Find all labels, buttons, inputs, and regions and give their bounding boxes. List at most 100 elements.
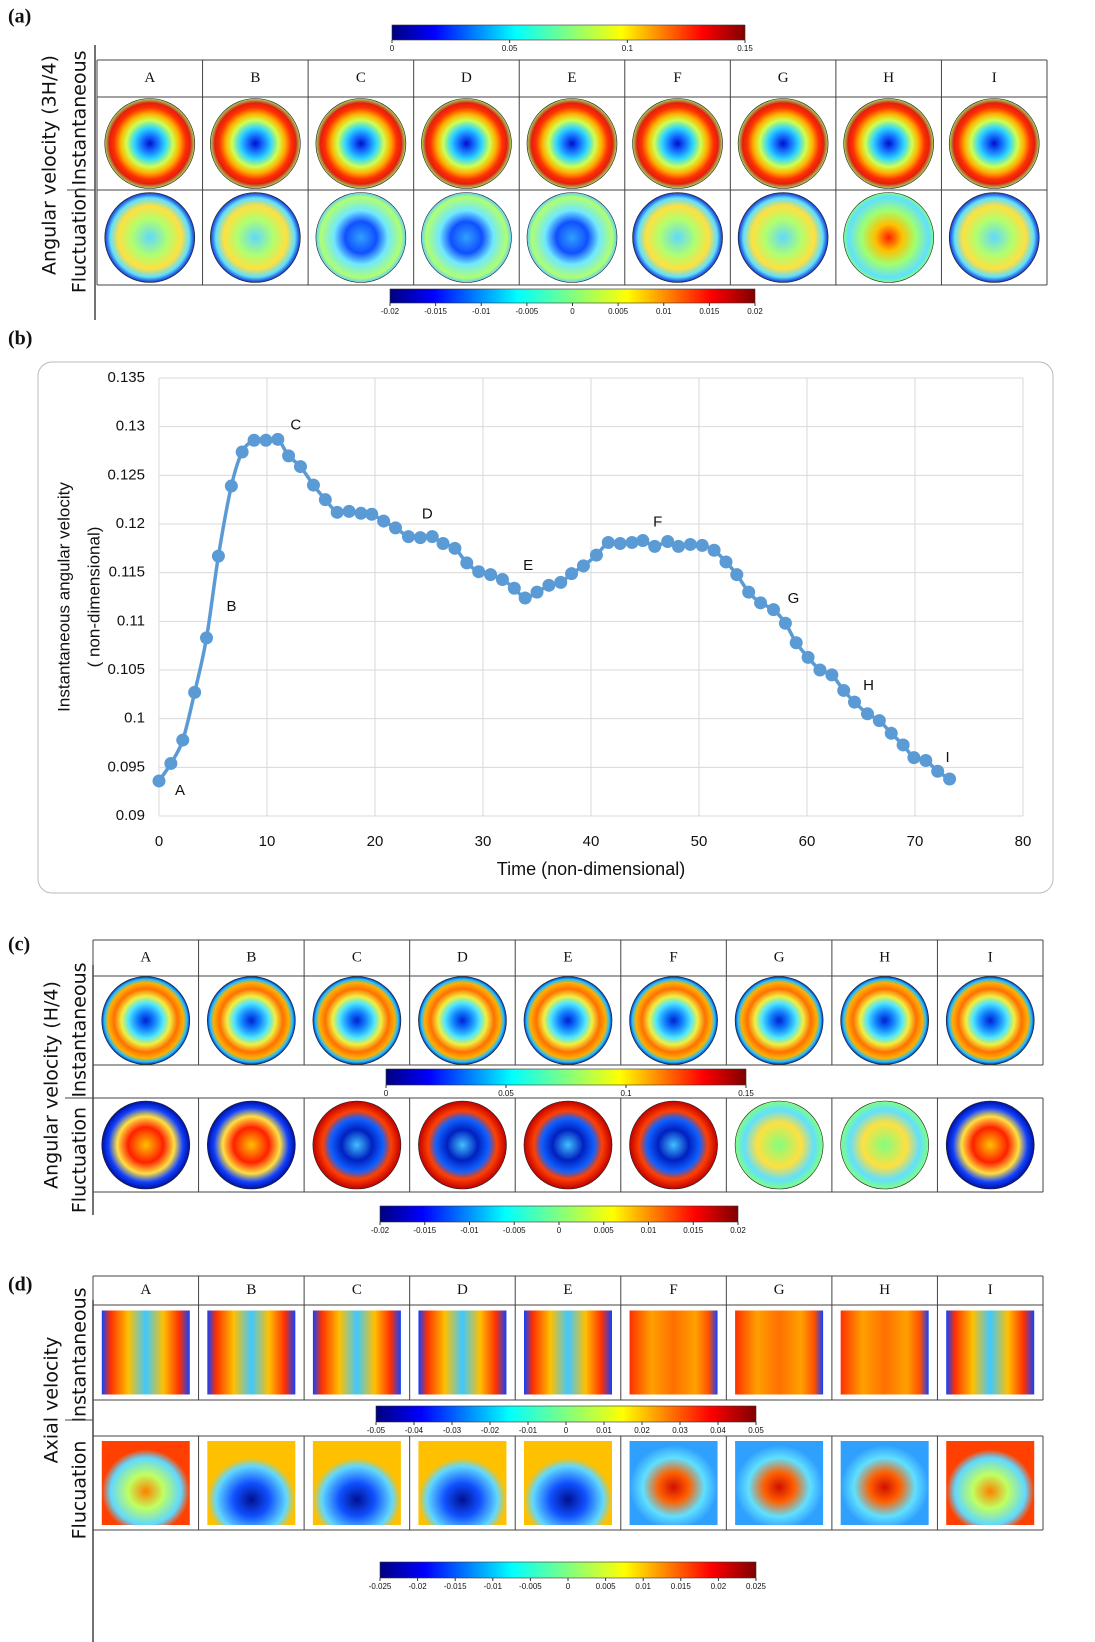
colorbar-tick-label: 0.02 xyxy=(747,307,763,316)
row-label: Instantaneous xyxy=(69,962,91,1097)
contour-map xyxy=(315,98,407,189)
column-label: I xyxy=(988,949,993,965)
row-label: Fluctuation xyxy=(69,187,91,293)
column-label: A xyxy=(144,70,155,86)
x-tick-label: 80 xyxy=(1015,833,1032,850)
contour-map xyxy=(524,1441,612,1525)
data-point xyxy=(365,507,379,521)
contour-map xyxy=(523,1100,613,1190)
contour-map xyxy=(526,192,618,283)
data-point xyxy=(271,432,285,446)
data-point xyxy=(730,568,744,582)
data-point xyxy=(188,685,202,699)
row-label: Fluctuation xyxy=(69,1107,91,1213)
contour-map xyxy=(945,976,1035,1065)
data-point xyxy=(778,616,792,630)
column-label: G xyxy=(774,1282,785,1298)
data-point xyxy=(484,568,498,582)
contour-map xyxy=(312,1441,401,1525)
contour-map xyxy=(840,1310,929,1395)
contour-map xyxy=(418,1100,507,1190)
column-label: I xyxy=(988,1282,993,1298)
contour-map xyxy=(946,1310,1035,1395)
point-annotation: B xyxy=(227,598,237,615)
y-tick-label: 0.1 xyxy=(124,710,145,727)
data-point xyxy=(919,754,933,768)
panel-title: Axial velocity xyxy=(41,1337,63,1464)
contour-map xyxy=(843,98,934,189)
column-label: D xyxy=(457,1282,468,1298)
colorbar-tick-label: 0.015 xyxy=(683,1226,704,1235)
colorbar-tick-label: 0.02 xyxy=(711,1582,727,1591)
colorbar-tick-label: 0.01 xyxy=(641,1226,657,1235)
contour-map xyxy=(104,192,196,283)
data-point xyxy=(613,536,627,550)
point-annotation: D xyxy=(422,506,433,523)
data-point xyxy=(896,738,910,752)
data-point xyxy=(306,478,320,492)
panel-label: (a) xyxy=(8,6,31,28)
contour-map xyxy=(421,192,512,283)
column-label: F xyxy=(669,949,677,965)
contour-map xyxy=(843,192,934,283)
column-label: F xyxy=(669,1282,677,1298)
data-point xyxy=(754,596,768,610)
data-point xyxy=(495,572,509,586)
column-label: G xyxy=(778,70,789,86)
contour-map xyxy=(734,1100,824,1190)
colorbar-tick-label: 0.15 xyxy=(738,1089,754,1098)
x-tick-label: 40 xyxy=(583,833,600,850)
data-point xyxy=(354,506,368,520)
contour-map xyxy=(629,1310,718,1395)
data-point xyxy=(825,668,839,682)
colorbar-tick-label: -0.02 xyxy=(481,1426,500,1435)
contour-map xyxy=(418,1441,507,1525)
contour-map xyxy=(101,1100,191,1190)
contour-map xyxy=(737,98,829,189)
data-point xyxy=(436,536,450,550)
data-point xyxy=(318,493,332,507)
data-point xyxy=(377,514,391,528)
column-label: E xyxy=(563,949,572,965)
x-tick-label: 30 xyxy=(475,833,492,850)
colorbar xyxy=(375,1405,757,1423)
contour-map xyxy=(840,1441,929,1525)
panel-title: Angular velocity (3H/4) xyxy=(39,55,61,275)
colorbar xyxy=(379,1205,739,1223)
colorbar-tick-label: 0.05 xyxy=(502,44,518,53)
column-label: H xyxy=(879,949,890,965)
data-point xyxy=(342,504,356,518)
x-tick-label: 70 xyxy=(907,833,924,850)
y-axis-title: ( non-dimensional) xyxy=(84,527,103,668)
contour-map xyxy=(734,976,824,1065)
x-axis-title: Time (non-dimensional) xyxy=(497,859,685,879)
row-label: Instantaneous xyxy=(69,1287,91,1422)
column-label: C xyxy=(356,70,366,86)
data-point xyxy=(837,683,851,697)
colorbar-tick-label: 0.02 xyxy=(634,1426,650,1435)
colorbar-tick-label: 0.02 xyxy=(730,1226,746,1235)
colorbar-tick-label: -0.01 xyxy=(484,1582,503,1591)
colorbar-tick-label: -0.02 xyxy=(371,1226,390,1235)
data-point xyxy=(707,543,721,557)
data-point xyxy=(767,603,781,617)
column-label: C xyxy=(352,949,362,965)
data-point xyxy=(636,534,650,548)
point-annotation: G xyxy=(788,590,800,607)
colorbar-tick-label: -0.005 xyxy=(503,1226,526,1235)
data-point xyxy=(742,585,756,599)
colorbar xyxy=(385,1068,747,1086)
colorbar-tick-label: -0.015 xyxy=(444,1582,467,1591)
chart-frame xyxy=(37,361,1054,894)
contour-map xyxy=(418,1310,507,1395)
contour-map xyxy=(101,1310,190,1395)
data-line xyxy=(157,436,951,782)
y-tick-label: 0.12 xyxy=(116,515,145,532)
colorbar-tick-label: 0.015 xyxy=(671,1582,692,1591)
data-point xyxy=(695,538,709,552)
data-point xyxy=(554,575,568,589)
colorbar-tick-label: 0.15 xyxy=(737,44,753,53)
data-point xyxy=(907,751,921,765)
colorbar-tick-label: -0.04 xyxy=(405,1426,424,1435)
data-point xyxy=(401,530,415,544)
